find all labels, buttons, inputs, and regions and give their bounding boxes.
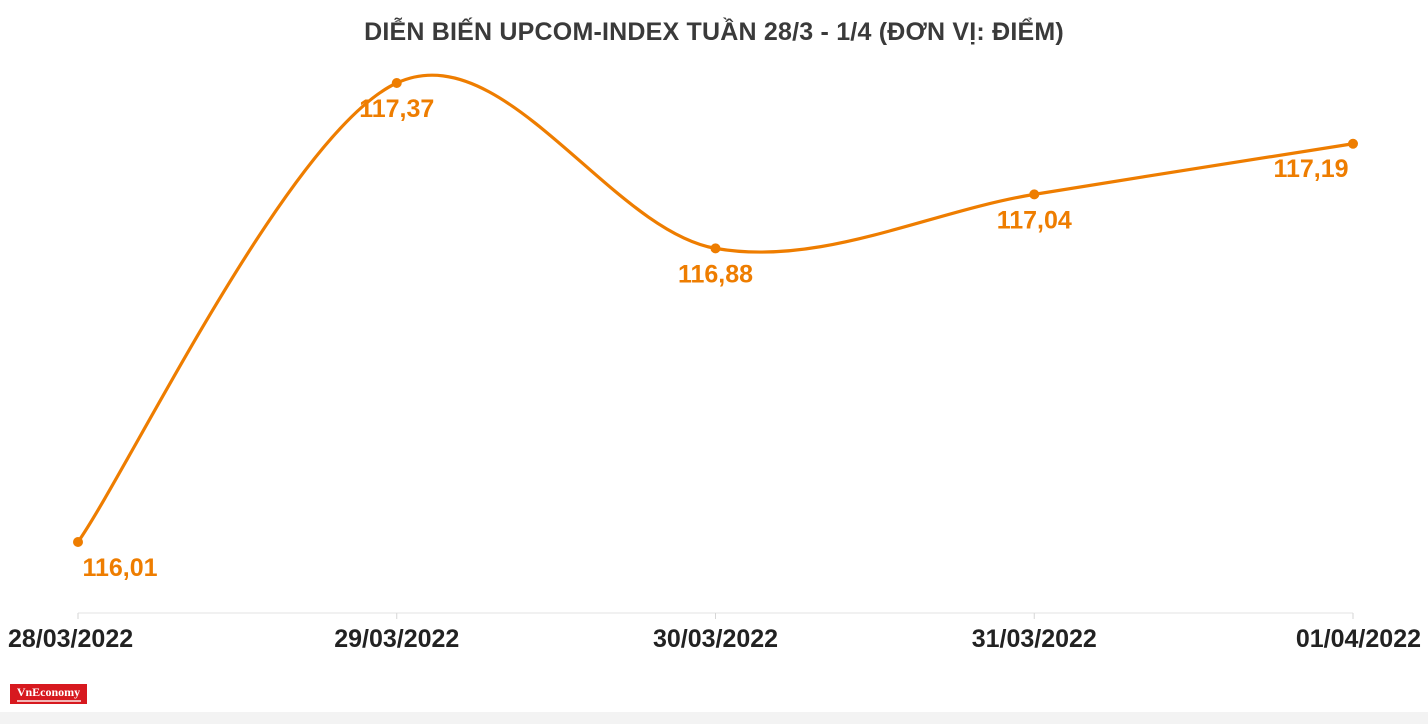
data-point bbox=[391, 78, 402, 88]
x-tick-label: 30/03/2022 bbox=[653, 625, 778, 653]
bottom-strip bbox=[0, 712, 1428, 724]
data-label: 116,01 bbox=[82, 554, 157, 582]
data-label: 117,37 bbox=[359, 95, 434, 123]
data-point bbox=[710, 243, 721, 254]
data-label: 116,88 bbox=[678, 260, 753, 288]
x-tick-label: 28/03/2022 bbox=[8, 625, 133, 653]
data-point bbox=[73, 537, 83, 547]
data-label: 117,19 bbox=[1273, 155, 1348, 183]
vneconomy-logo: VnEconomy bbox=[10, 684, 87, 704]
data-point bbox=[1348, 138, 1358, 149]
data-label: 117,04 bbox=[997, 206, 1072, 234]
x-tick-label: 01/04/2022 bbox=[1296, 625, 1421, 653]
x-tick-label: 29/03/2022 bbox=[334, 625, 459, 653]
chart-title: DIỄN BIẾN UPCOM-INDEX TUẦN 28/3 - 1/4 (Đ… bbox=[364, 18, 1064, 46]
logo-tagline-mark bbox=[16, 700, 81, 702]
logo-text: VnEconomy bbox=[16, 685, 81, 699]
data-point bbox=[1029, 189, 1040, 200]
series-line bbox=[76, 73, 1354, 543]
x-tick-label: 31/03/2022 bbox=[972, 625, 1097, 653]
